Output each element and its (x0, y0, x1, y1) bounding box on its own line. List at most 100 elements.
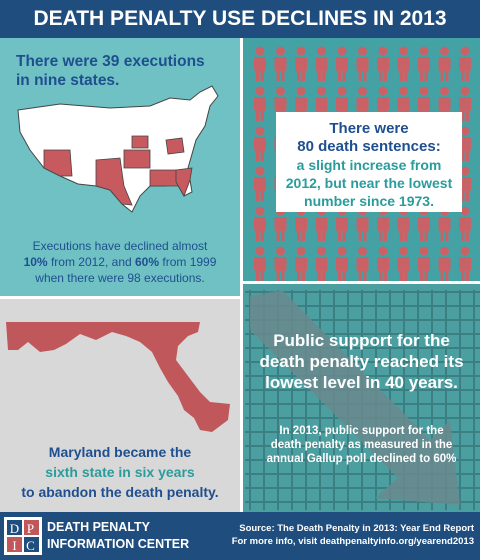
person-leg (260, 70, 264, 81)
person-leg (445, 270, 449, 281)
person-leg (363, 230, 367, 241)
person-body (254, 57, 266, 71)
person-leg (379, 70, 383, 81)
person-body (418, 57, 430, 71)
person-leg (358, 70, 362, 81)
person-leg (297, 230, 301, 241)
person-body (438, 217, 451, 231)
person-body (295, 217, 307, 231)
person-head (296, 46, 306, 56)
person-leg (276, 270, 280, 281)
logo-letter: D (9, 521, 20, 536)
person-body (274, 257, 287, 271)
person-leg (276, 70, 280, 81)
person-leg (256, 230, 260, 241)
person-body (397, 97, 410, 111)
person-head (460, 86, 470, 96)
person-leg (363, 270, 367, 281)
source: Source: The Death Penalty in 2013: Year … (232, 522, 474, 548)
person-leg (440, 270, 444, 281)
person-head (460, 166, 470, 176)
person-leg (301, 270, 305, 281)
person-leg (338, 270, 342, 281)
person-leg (379, 270, 383, 281)
person-head (276, 46, 285, 56)
person-body (336, 57, 348, 71)
person-body (356, 97, 369, 111)
text-line: in nine states. (16, 72, 120, 89)
header-bar (0, 0, 480, 38)
person-leg (445, 230, 449, 241)
person-leg (256, 70, 260, 81)
text-line: annual Gallup poll declined to 60% (266, 453, 457, 465)
person-body (397, 217, 410, 231)
person-leg (363, 70, 367, 81)
text-line: number since 1973. (304, 193, 434, 209)
person-leg (342, 230, 346, 241)
person-head (358, 246, 367, 256)
person-body (315, 57, 328, 71)
person-head (358, 86, 367, 96)
person-leg (301, 230, 305, 241)
person-body (438, 57, 451, 71)
state-south (149, 169, 179, 187)
text-line: INFORMATION CENTER (47, 537, 190, 551)
logo-letter: I (12, 538, 17, 553)
person-leg (256, 150, 260, 161)
person-head (358, 46, 367, 56)
person-body (356, 57, 369, 71)
logo-cell (7, 537, 22, 552)
person-head (419, 46, 429, 56)
person-head (419, 246, 429, 256)
person-body (377, 57, 389, 71)
person-leg (256, 110, 260, 121)
text-line: death penalty as measured in the (270, 439, 453, 451)
person-leg (424, 270, 428, 281)
person-leg (260, 150, 264, 161)
text-line: Maryland became the (48, 444, 192, 460)
logo-cell (24, 520, 39, 535)
person-body (418, 257, 430, 271)
person-body (377, 217, 389, 231)
person-leg (461, 70, 465, 81)
person-head (255, 46, 265, 56)
person-leg (424, 70, 428, 81)
person-leg (256, 270, 260, 281)
person-head (460, 46, 470, 56)
person-leg (338, 70, 342, 81)
person-body (377, 257, 389, 271)
text-line: to abandon the death penalty. (21, 484, 219, 500)
text-line: There were 39 executions (16, 53, 205, 70)
person-head (255, 126, 265, 136)
person-body (295, 97, 307, 111)
executions-note: Executions have declined almost 10% from… (0, 238, 240, 286)
person-leg (465, 230, 469, 241)
person-body (459, 257, 471, 271)
person-head (317, 86, 326, 96)
person-leg (281, 230, 285, 241)
person-head (255, 246, 265, 256)
org-name: DEATH PENALTY INFORMATION CENTER (47, 519, 189, 553)
person-body (459, 57, 471, 71)
person-body (438, 257, 451, 271)
person-leg (445, 70, 449, 81)
person-leg (440, 70, 444, 81)
logo-cell (7, 520, 22, 535)
person-leg (338, 230, 342, 241)
person-leg (420, 230, 424, 241)
text-line: There were (329, 120, 409, 137)
support-headline: Public support for the death penalty rea… (243, 330, 480, 393)
person-leg (322, 270, 326, 281)
person-body (274, 57, 287, 71)
text-line: 80 death sentences: (297, 138, 441, 155)
person-head (296, 86, 306, 96)
person-leg (358, 230, 362, 241)
person-leg (399, 230, 403, 241)
person-head (255, 166, 265, 176)
person-body (274, 217, 287, 231)
person-leg (465, 110, 469, 121)
person-body (397, 257, 410, 271)
person-body (315, 97, 328, 111)
